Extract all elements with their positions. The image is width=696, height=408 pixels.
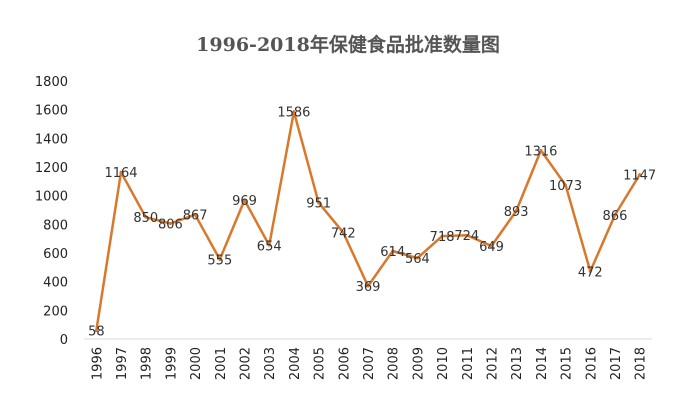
data-points	[94, 110, 642, 333]
data-label: 369	[356, 280, 381, 295]
data-point	[193, 213, 197, 217]
x-tick-label: 2002	[239, 347, 254, 380]
data-label: 564	[405, 252, 430, 267]
x-tick-label: 2013	[510, 347, 525, 380]
data-point	[588, 269, 592, 273]
y-axis: 0 200 400 600 800 1000 1200 1400 1600 1800	[35, 75, 68, 348]
x-tick-label: 2009	[411, 347, 426, 380]
x-tick-label: 2007	[362, 347, 377, 380]
x-axis: 1996 1997 1998 1999 2000 2001 2002 2003 2004 2005…	[90, 347, 648, 380]
data-point	[613, 213, 617, 217]
data-label: 806	[158, 217, 183, 232]
data-point	[168, 221, 172, 225]
x-tick-label: 2010	[436, 347, 451, 380]
x-tick-label: 2005	[313, 347, 328, 380]
data-point	[415, 256, 419, 260]
y-tick-label: 1000	[35, 190, 68, 205]
y-tick-label: 1200	[35, 161, 68, 176]
data-point	[119, 170, 123, 174]
data-point	[440, 234, 444, 238]
x-tick-label: 1997	[115, 347, 130, 380]
data-point	[243, 198, 247, 202]
y-tick-label: 400	[43, 276, 68, 291]
x-tick-label: 1998	[140, 347, 155, 380]
x-tick-label: 2014	[535, 347, 550, 380]
data-point	[94, 329, 98, 333]
y-tick-label: 1800	[35, 75, 68, 90]
y-tick-label: 0	[60, 333, 68, 348]
data-point	[539, 148, 543, 152]
data-point	[317, 201, 321, 205]
y-tick-label: 800	[43, 218, 68, 233]
x-tick-label: 2016	[584, 347, 599, 380]
data-label: 1164	[104, 166, 137, 181]
data-label: 724	[454, 229, 479, 244]
data-label: 742	[331, 227, 356, 242]
x-tick-label: 1996	[90, 347, 105, 380]
data-label: 893	[504, 205, 529, 220]
data-point	[465, 233, 469, 237]
x-tick-label: 2018	[634, 347, 649, 380]
data-label: 614	[380, 245, 405, 260]
data-label: 850	[133, 211, 158, 226]
x-tick-label: 1999	[164, 347, 179, 380]
x-tick-label: 2015	[560, 347, 575, 380]
data-label: 649	[479, 240, 504, 255]
data-point	[341, 231, 345, 235]
chart-title: 1996-2018年保健食品批准数量图	[196, 34, 500, 56]
data-label: 654	[257, 239, 282, 254]
data-label: 867	[183, 209, 208, 224]
x-tick-label: 2003	[263, 347, 278, 380]
data-label: 1586	[277, 106, 310, 121]
data-point	[218, 257, 222, 261]
x-tick-label: 2012	[485, 347, 500, 380]
x-tick-label: 2004	[288, 347, 303, 380]
x-tick-label: 2008	[387, 347, 402, 380]
x-tick-label: 2017	[609, 347, 624, 380]
y-tick-label: 200	[43, 304, 68, 319]
y-tick-label: 1400	[35, 132, 68, 147]
data-point	[292, 110, 296, 114]
data-label: 555	[207, 253, 232, 268]
x-tick-label: 2006	[337, 347, 352, 380]
data-point	[564, 183, 568, 187]
data-label: 718	[430, 230, 455, 245]
data-point	[366, 284, 370, 288]
data-label: 866	[603, 209, 628, 224]
data-point	[391, 249, 395, 253]
data-label: 1147	[623, 169, 656, 184]
data-label: 472	[578, 265, 603, 280]
data-label: 1073	[549, 179, 582, 194]
data-point	[144, 215, 148, 219]
data-label: 58	[88, 325, 105, 340]
y-tick-label: 1600	[35, 104, 68, 119]
data-point	[267, 243, 271, 247]
data-point	[489, 244, 493, 248]
y-tick-label: 600	[43, 247, 68, 262]
x-tick-label: 2001	[214, 347, 229, 380]
x-tick-label: 2011	[461, 347, 476, 380]
data-point	[514, 209, 518, 213]
data-label: 951	[306, 197, 331, 212]
data-label: 969	[232, 194, 257, 209]
x-tick-label: 2000	[189, 347, 204, 380]
data-label: 1316	[524, 144, 557, 159]
data-point	[638, 173, 642, 177]
